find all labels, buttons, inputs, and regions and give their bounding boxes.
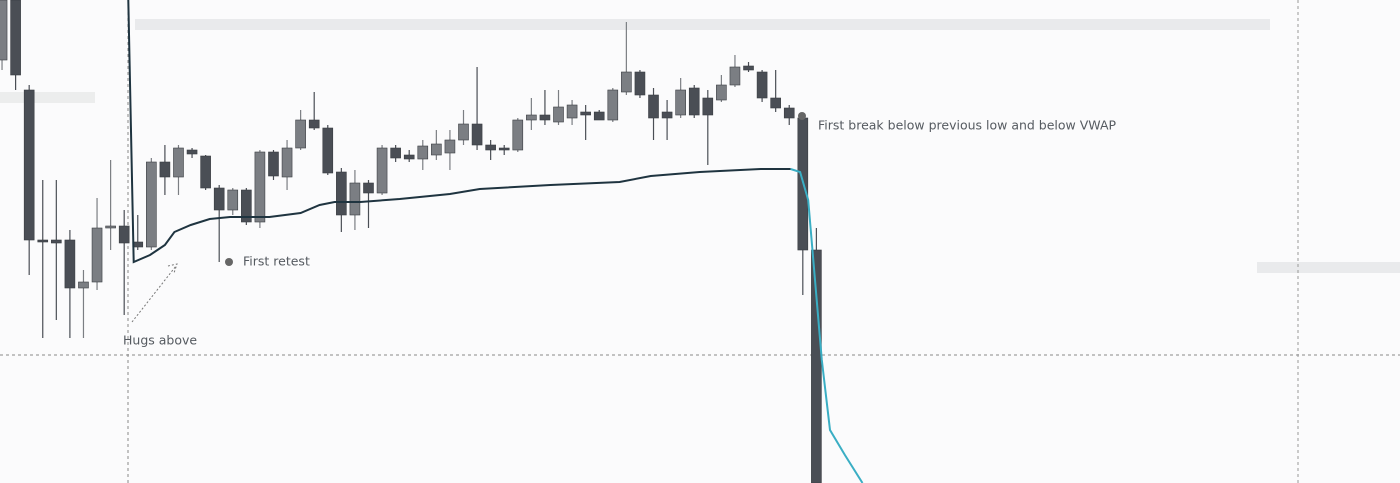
candle-body <box>621 71 632 93</box>
candle-body <box>431 143 442 156</box>
candle-body <box>268 151 279 177</box>
candle-body <box>743 65 754 71</box>
candle-body <box>51 239 62 244</box>
candle-body <box>10 0 21 76</box>
candle-body <box>78 281 89 289</box>
candle-body <box>485 144 496 151</box>
vwap-line <box>127 0 791 264</box>
candle-body <box>661 111 673 119</box>
candle-body <box>91 227 103 283</box>
candle-body <box>444 139 456 154</box>
candle-body <box>105 225 116 229</box>
candle-body <box>783 107 795 119</box>
candle-body <box>390 147 401 159</box>
vwap-line <box>790 168 864 483</box>
candle-body <box>37 239 49 243</box>
candle-body <box>729 66 741 86</box>
candle-body <box>593 111 605 121</box>
annotation: Hugs above <box>123 333 197 348</box>
candle-body <box>376 147 388 194</box>
candle-body <box>227 189 239 211</box>
candle-body <box>186 149 198 155</box>
candles <box>0 0 822 483</box>
candle-body <box>308 119 320 129</box>
candle-body <box>363 182 374 194</box>
candle-body <box>607 89 619 121</box>
candle-body <box>23 89 35 241</box>
candle-body <box>471 123 483 146</box>
annotation: First retest <box>243 254 310 269</box>
candle-body <box>241 189 252 223</box>
candle-body <box>64 239 76 289</box>
candle-body <box>349 182 361 216</box>
candle-body <box>200 155 211 189</box>
candle-body <box>417 145 429 160</box>
candle-body <box>295 119 306 149</box>
candle-body <box>458 123 469 141</box>
candle-body <box>281 147 293 178</box>
candle-body <box>702 97 714 116</box>
candle-body <box>159 161 171 178</box>
candle-body <box>526 114 537 121</box>
candle-body <box>675 89 686 116</box>
candle-body <box>146 161 157 248</box>
candle-body <box>213 187 225 211</box>
candle-body <box>580 111 591 116</box>
candle-body <box>539 114 551 121</box>
candle-body <box>498 147 510 151</box>
annotation-dot <box>798 112 806 120</box>
annotation-arrow <box>131 265 177 323</box>
candle-body <box>634 71 646 96</box>
candle-body <box>688 87 700 116</box>
candle-body <box>716 84 727 101</box>
candle-body <box>811 249 822 483</box>
annotation: First break below previous low and below… <box>818 118 1117 133</box>
candle-body <box>770 97 781 109</box>
candle-body <box>0 0 8 61</box>
candle-body <box>648 94 659 119</box>
candle-body <box>254 151 266 223</box>
candle-body <box>512 119 524 151</box>
candle-body <box>566 104 578 119</box>
candle-body <box>118 225 130 244</box>
zone-band <box>1257 262 1400 273</box>
candle-body <box>322 127 334 174</box>
candle-body <box>336 171 347 216</box>
zone-band <box>0 92 95 103</box>
candle-body <box>553 106 564 123</box>
candle-body <box>403 154 415 160</box>
candle-body <box>173 147 184 178</box>
annotation-dot <box>225 258 233 266</box>
zone-band <box>135 19 1270 30</box>
annotation-arrowhead <box>167 263 178 274</box>
candle-body <box>756 71 768 99</box>
